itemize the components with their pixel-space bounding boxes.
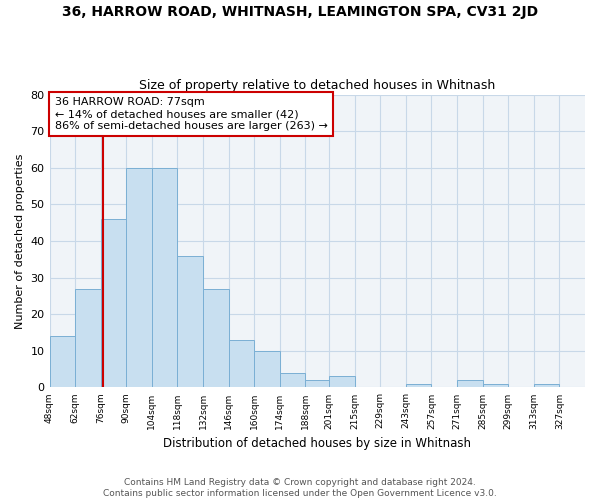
Y-axis label: Number of detached properties: Number of detached properties <box>15 154 25 328</box>
Text: Contains HM Land Registry data © Crown copyright and database right 2024.
Contai: Contains HM Land Registry data © Crown c… <box>103 478 497 498</box>
Text: 36 HARROW ROAD: 77sqm
← 14% of detached houses are smaller (42)
86% of semi-deta: 36 HARROW ROAD: 77sqm ← 14% of detached … <box>55 98 328 130</box>
Bar <box>203 288 229 388</box>
Bar <box>305 380 329 388</box>
Bar <box>329 376 355 388</box>
Bar <box>126 168 152 388</box>
X-axis label: Distribution of detached houses by size in Whitnash: Distribution of detached houses by size … <box>163 437 471 450</box>
Title: Size of property relative to detached houses in Whitnash: Size of property relative to detached ho… <box>139 79 496 92</box>
Text: 36, HARROW ROAD, WHITNASH, LEAMINGTON SPA, CV31 2JD: 36, HARROW ROAD, WHITNASH, LEAMINGTON SP… <box>62 5 538 19</box>
Bar <box>280 373 305 388</box>
Bar <box>457 380 482 388</box>
Bar <box>75 288 101 388</box>
Bar <box>152 168 178 388</box>
Bar <box>178 256 203 388</box>
Bar <box>406 384 431 388</box>
Bar <box>534 384 559 388</box>
Bar <box>482 384 508 388</box>
Bar <box>254 351 280 388</box>
Bar <box>50 336 75 388</box>
Bar <box>229 340 254 388</box>
Bar <box>101 219 126 388</box>
